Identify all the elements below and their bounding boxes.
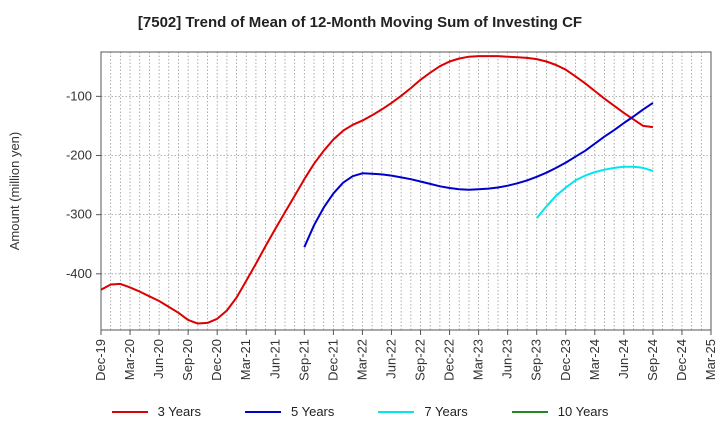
x-tick-label: Jun-24 [616,339,631,379]
x-tick-label: Mar-24 [587,339,602,380]
legend-item: 5 Years [245,404,334,419]
series-line-7-years [535,165,654,219]
x-tick-label: Jun-21 [267,339,282,379]
x-tick-label: Mar-25 [703,339,718,380]
x-tick-label: Dec-24 [674,339,689,381]
series-line-3-years [100,55,654,325]
y-tick-label: -300 [66,207,92,222]
y-tick-label: -100 [66,88,92,103]
x-tick-label: Sep-24 [645,339,660,381]
legend-item: 7 Years [378,404,468,419]
x-tick-label: Dec-20 [209,339,224,381]
x-tick-label: Jun-22 [383,339,398,379]
x-tick-label: Sep-21 [296,339,311,381]
x-tick-label: Sep-20 [180,339,195,381]
x-tick-label: Mar-20 [122,339,137,380]
x-tick-label: Jun-20 [151,339,166,379]
legend-swatch [511,410,548,413]
x-tick-label: Dec-22 [442,339,457,381]
legend-swatch [245,410,281,413]
x-tick-label: Sep-22 [413,339,428,381]
plot-frame [100,51,712,331]
legend-label: 3 Years [157,404,201,419]
series-line-5-years [303,102,654,248]
x-tick-label: Dec-23 [558,339,573,381]
legend: 3 Years 5 Years 7 Years 10 Years [0,404,720,419]
y-axis: -400 -300 -200 -100 [66,88,101,281]
x-tick-label: Jun-23 [500,339,515,379]
legend-swatch [111,410,148,413]
x-tick-label: Dec-19 [93,339,108,381]
y-tick-label: -200 [66,148,92,163]
x-tick-label: Dec-21 [325,339,340,381]
plot-background [101,52,711,330]
legend-label: 7 Years [424,404,468,419]
legend-item: 10 Years [511,404,609,419]
y-axis-label: Amount (million yen) [7,132,22,251]
legend-item: 3 Years [111,404,201,419]
y-tick-label: -400 [66,266,92,281]
x-tick-label: Sep-23 [529,339,544,381]
legend-label: 5 Years [291,404,335,419]
legend-swatch [378,410,415,413]
series-lines [100,55,654,325]
x-tick-label: Mar-22 [354,339,369,380]
x-tick-label: Mar-23 [471,339,486,380]
x-axis: Dec-19 Mar-20 Jun-20 Sep-20 Dec-20 Mar-21 Jun-… [93,330,718,381]
x-tick-label: Mar-21 [238,339,253,380]
chart-title: [7502] Trend of Mean of 12-Month Moving … [137,14,583,31]
grid-lines [100,52,712,330]
legend-label: 10 Years [557,404,609,419]
